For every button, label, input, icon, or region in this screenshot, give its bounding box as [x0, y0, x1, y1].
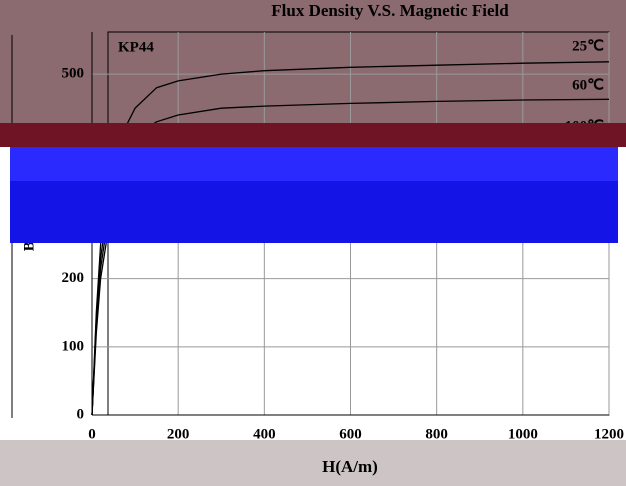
line — [91, 98, 610, 416]
glitch-band-top — [0, 0, 626, 123]
glitch-band-blue — [10, 181, 618, 243]
x-tick-label: 600 — [339, 426, 362, 442]
chart-title: Flux Density V.S. Magnetic Field — [271, 1, 509, 20]
x-tick-label: 1000 — [508, 426, 538, 442]
glitch-band-red — [0, 123, 626, 147]
y-tick-label: 100 — [62, 338, 85, 354]
legend-label: 25℃ — [572, 38, 604, 54]
x-tick-label: 400 — [253, 426, 276, 442]
x-tick-label: 200 — [167, 426, 190, 442]
x-axis-label: H(A/m) — [322, 457, 378, 476]
legend-label: 60℃ — [572, 77, 604, 93]
footer-band — [0, 440, 626, 486]
x-tick-label: 800 — [425, 426, 448, 442]
glitch-band-blue-light — [10, 147, 618, 181]
y-tick-label: 500 — [62, 66, 85, 82]
x-tick-label: 0 — [88, 426, 96, 442]
y-tick-label: 0 — [77, 406, 85, 422]
plot: 0200400600800100012000100200300400500B(m… — [21, 31, 624, 442]
x-tick-label: 1200 — [594, 426, 624, 442]
y-tick-label: 200 — [62, 270, 85, 286]
annotation: KP44 — [118, 39, 154, 55]
